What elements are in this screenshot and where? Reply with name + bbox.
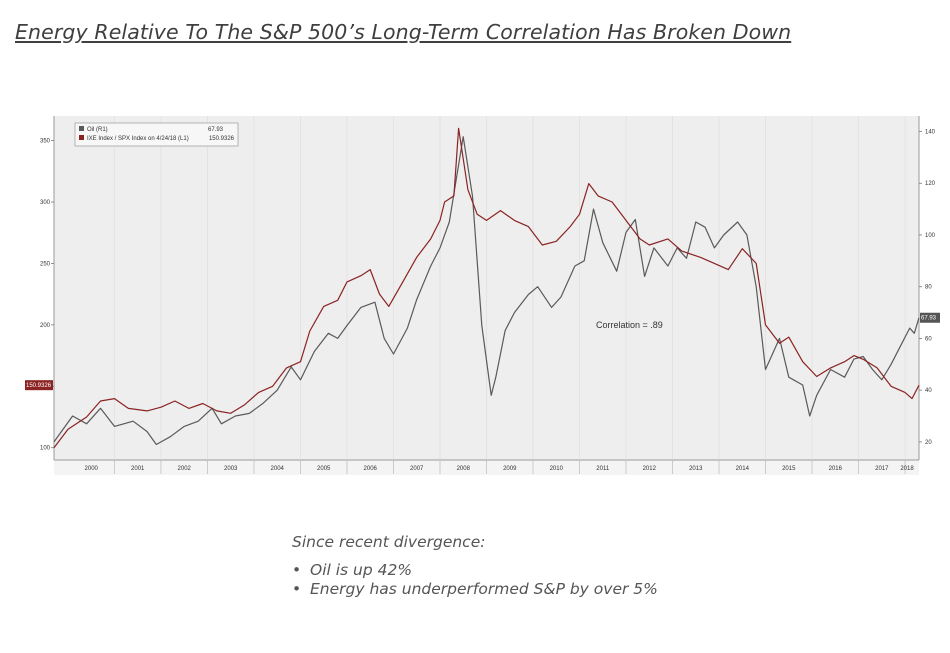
left-tick-label: 200 (40, 323, 51, 329)
legend-value-oil: 67.93 (208, 127, 224, 133)
x-tick-label: 2008 (457, 466, 471, 472)
left-tick-label: 100 (40, 446, 51, 452)
x-tick-label: 2018 (900, 466, 914, 472)
x-tick-label: 2005 (317, 466, 331, 472)
x-tick-label: 2016 (829, 466, 843, 472)
x-tick-label: 2011 (596, 466, 610, 472)
notes-heading: Since recent divergence: (292, 533, 486, 551)
x-tick-label: 2001 (131, 466, 145, 472)
x-tick-label: 2014 (736, 466, 750, 472)
right-tick-label: 80 (925, 285, 932, 291)
legend-label-ixe: IXE Index / SPX Index on 4/24/18 (L1) (87, 136, 189, 142)
ixe-end-label: 150.9326 (26, 383, 52, 389)
legend-label-oil: Oil (R1) (87, 127, 108, 133)
x-tick-label: 2007 (410, 466, 424, 472)
x-tick-label: 2010 (550, 466, 564, 472)
x-tick-label: 2006 (364, 466, 378, 472)
x-tick-label: 2003 (224, 466, 238, 472)
right-tick-label: 120 (925, 181, 936, 187)
left-tick-label: 250 (40, 261, 51, 267)
right-tick-label: 140 (925, 130, 936, 136)
right-tick-label: 40 (925, 388, 932, 394)
x-tick-label: 2000 (85, 466, 99, 472)
bullet-text: Energy has underperformed S&P by over 5% (310, 580, 658, 598)
end-labels: 67.93 150.9326 (25, 312, 940, 391)
x-tick-label: 2009 (503, 466, 517, 472)
legend-swatch-oil (79, 126, 84, 131)
list-item: • Oil is up 42% (292, 561, 658, 580)
legend-swatch-ixe (79, 135, 84, 140)
x-tick-label: 2004 (271, 466, 285, 472)
right-tick-label: 60 (925, 336, 932, 342)
x-tick-label: 2015 (782, 466, 796, 472)
bullet-icon: • (292, 580, 302, 598)
series-layer (53, 127, 920, 449)
x-tick-label: 2017 (875, 466, 889, 472)
legend: Oil (R1) 67.93 IXE Index / SPX Index on … (74, 122, 239, 147)
x-axis-ticks: 2000 2001 2002 2003 2004 2005 2006 2007 2008 2009… (85, 460, 914, 474)
slide-title: Energy Relative To The S&P 500’s Long-Te… (15, 20, 792, 44)
x-tick-label: 2013 (689, 466, 703, 472)
list-item: • Energy has underperformed S&P by over 5… (292, 580, 658, 599)
left-tick-label: 300 (40, 200, 51, 206)
gridlines (114, 116, 906, 460)
legend-value-ixe: 150.9326 (209, 136, 235, 142)
x-tick-label: 2012 (643, 466, 657, 472)
right-axis-ticks: 20 40 60 80 100 120 140 (919, 130, 936, 446)
notes-list: • Oil is up 42% • Energy has underperforme… (292, 561, 658, 599)
oil-end-tag (920, 312, 940, 323)
left-tick-label: 350 (40, 139, 51, 145)
notes-panel: Since recent divergence: • Oil is up 42% … (292, 533, 658, 599)
ixe-end-tag (25, 380, 53, 391)
x-tick-label: 2002 (178, 466, 192, 472)
oil-end-label: 67.93 (921, 316, 937, 322)
right-tick-label: 20 (925, 440, 932, 446)
right-tick-label: 100 (925, 233, 936, 239)
correlation-annotation: Correlation = .89 (596, 320, 663, 330)
bullet-icon: • (292, 561, 302, 579)
bullet-text: Oil is up 42% (310, 561, 413, 579)
series-line-1 (53, 127, 920, 449)
series-line-0 (53, 136, 920, 446)
